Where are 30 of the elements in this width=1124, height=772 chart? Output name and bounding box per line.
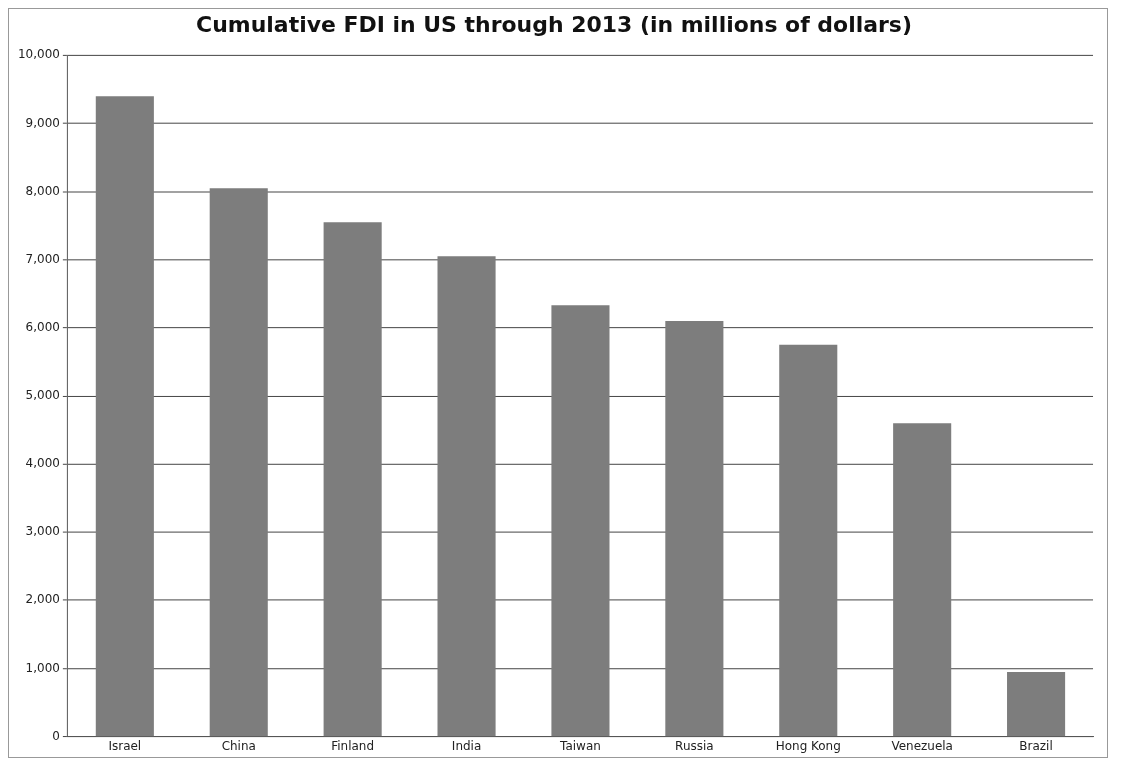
x-tick-label: Taiwan — [559, 738, 601, 753]
y-tick-label: 5,000 — [25, 388, 60, 403]
y-tick-label: 6,000 — [25, 319, 60, 334]
y-tick-label: 4,000 — [25, 456, 60, 471]
x-tick-label: Finland — [331, 738, 375, 753]
x-tick-label: India — [451, 738, 482, 753]
bar — [323, 222, 382, 737]
x-tick-label: Hong Kong — [775, 738, 841, 753]
bar — [551, 305, 610, 737]
y-tick-label: 1,000 — [25, 660, 60, 675]
y-tick-label: 10,000 — [17, 47, 60, 62]
x-tick-label: Israel — [108, 738, 142, 753]
x-tick-label: China — [221, 738, 256, 753]
y-tick-label: 9,000 — [25, 115, 60, 130]
y-tick-label: 2,000 — [25, 592, 60, 607]
x-tick-label: Venezuela — [891, 738, 953, 753]
bar — [209, 188, 268, 737]
y-tick-label: 8,000 — [25, 183, 60, 198]
bar — [437, 256, 496, 737]
y-tick-label: 3,000 — [25, 524, 60, 539]
bar — [779, 344, 838, 737]
bar — [1007, 671, 1066, 737]
y-tick-label: 7,000 — [25, 251, 60, 266]
bar — [95, 96, 154, 737]
y-tick-label: 0 — [52, 728, 60, 743]
bar — [665, 321, 724, 737]
chart-title: Cumulative FDI in US through 2013 (in millions of dollars) — [196, 11, 912, 37]
x-tick-label: Russia — [675, 738, 714, 753]
bar — [893, 423, 952, 737]
x-tick-label: Brazil — [1019, 738, 1053, 753]
